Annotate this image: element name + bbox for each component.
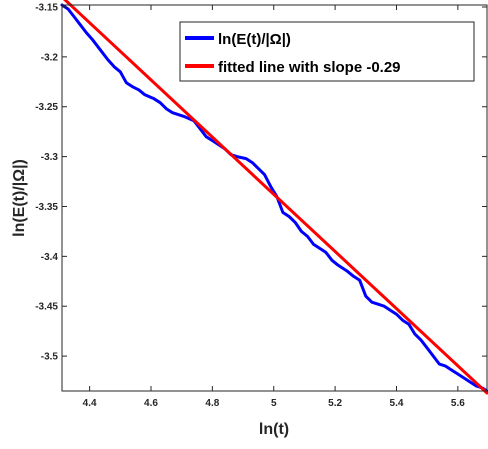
x-tick-label: 5.4 <box>390 398 404 409</box>
y-tick-label: -3.2 <box>41 52 59 63</box>
series-layer <box>60 0 488 395</box>
plot-frame <box>61 4 488 392</box>
x-axis-label: ln(t) <box>259 421 289 438</box>
legend-label-fit: fitted line with slope -0.29 <box>218 59 401 76</box>
y-tick-label: -3.4 <box>41 252 59 263</box>
x-tick-label: 5 <box>271 398 277 409</box>
x-tick-label: 4.4 <box>83 398 97 409</box>
x-tick-label: 4.8 <box>205 398 219 409</box>
series-line-data <box>60 3 488 393</box>
y-tick-label: -3.45 <box>35 302 58 313</box>
y-ticks: -3.15 -3.2 -3.25 -3.3 -3.35 -3.4 -3.45 -3.5 <box>35 2 487 363</box>
x-ticks: 4.4 4.6 4.8 5 5.2 5.4 5.6 <box>83 5 465 409</box>
y-tick-label: -3.5 <box>41 352 59 363</box>
legend-label-data: ln(E(t)/|Ω|) <box>218 31 291 48</box>
legend-box <box>179 21 475 82</box>
y-tick-label: -3.35 <box>35 202 58 213</box>
y-axis-label: ln(E(t)/|Ω|) <box>11 159 28 237</box>
y-tick-label: -3.25 <box>35 102 58 113</box>
series-line-fit <box>63 0 488 395</box>
y-tick-label: -3.3 <box>41 152 59 163</box>
x-tick-label: 4.6 <box>144 398 158 409</box>
legend: ln(E(t)/|Ω|) fitted line with slope -0.2… <box>179 21 475 82</box>
y-tick-label: -3.15 <box>35 2 58 13</box>
x-tick-label: 5.6 <box>451 398 465 409</box>
x-tick-label: 5.2 <box>328 398 342 409</box>
